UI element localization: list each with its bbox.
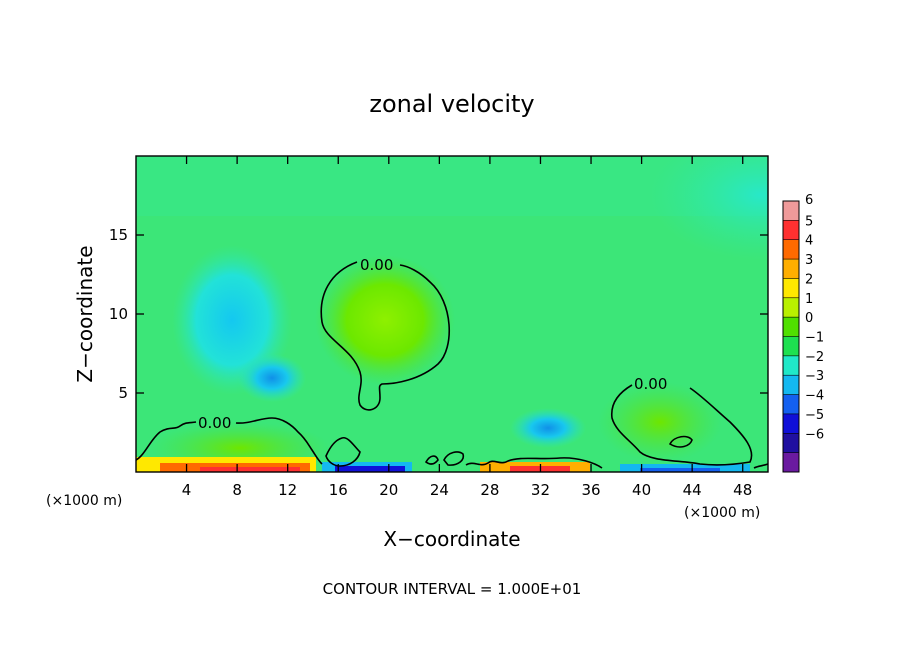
colorbar-swatch (783, 394, 799, 415)
colorbar-label: −3 (805, 369, 824, 384)
x-tick-label: 48 (733, 481, 752, 499)
colorbar-swatch (783, 452, 799, 473)
x-tick-label: 12 (278, 481, 297, 499)
x-tick-label: 24 (430, 481, 449, 499)
colorbar-label: 3 (805, 253, 813, 268)
colorbar-swatch (783, 259, 799, 279)
colorbar-label: 6 (805, 193, 813, 208)
contour-upper-cell (320, 261, 450, 411)
contour-small-blob (443, 451, 465, 466)
contour-label: 0.00 (360, 256, 393, 274)
colorbar-label: 0 (805, 311, 813, 326)
surface-negative-mid-core (335, 466, 405, 472)
x-tick-label: 36 (581, 481, 600, 499)
colorbar-swatch (783, 220, 799, 241)
colorbar-swatch (783, 413, 799, 434)
colorbar-label: 5 (805, 214, 813, 229)
surface-positive-left-peak (200, 467, 300, 472)
colorbar-swatch (783, 201, 799, 221)
x-tick-label: 8 (232, 481, 242, 499)
contour-small-blob (668, 435, 693, 448)
colorbar-swatch (783, 375, 799, 395)
contour-interval-footer: CONTOUR INTERVAL = 1.000E+01 (323, 580, 582, 598)
x-tick-label: 40 (632, 481, 651, 499)
x-axis-unit-right: (×1000 m) (684, 505, 760, 521)
contour-right-cell (610, 384, 753, 466)
y-tick-label: 15 (109, 226, 128, 244)
mid-negative-area (510, 408, 586, 448)
x-axis-ticks: 4 8 12 16 20 24 28 32 36 40 44 48 (182, 156, 752, 499)
x-tick-label: 28 (480, 481, 499, 499)
chart-title: zonal velocity (369, 90, 534, 118)
y-tick-label: 10 (109, 305, 128, 323)
y-axis-ticks: 5 10 15 (109, 226, 768, 402)
colorbar-label: −5 (805, 408, 824, 423)
contour-label: 0.00 (634, 375, 667, 393)
colorbar-swatch (783, 433, 799, 454)
top-right-negative-area (650, 156, 768, 260)
x-tick-label: 16 (329, 481, 348, 499)
y-axis-label: Z−coordinate (73, 245, 97, 382)
left-negative-core (238, 354, 306, 402)
x-axis-label: X−coordinate (383, 527, 520, 551)
contour-label: 0.00 (198, 414, 231, 432)
colorbar-swatch (783, 317, 799, 337)
colorbar-label: 1 (805, 292, 813, 307)
colorbar: 6 5 4 3 2 1 0 −1 −2 −3 −4 −5 −6 (782, 193, 824, 473)
right-positive-cell (598, 382, 722, 462)
colorbar-swatch (783, 336, 799, 357)
x-tick-label: 20 (379, 481, 398, 499)
surface-negative-right-core (640, 468, 720, 472)
colorbar-label: 4 (805, 234, 813, 249)
contour-surface-wave (753, 463, 769, 469)
contour-small-blob (325, 436, 361, 467)
contour-surface-wave (465, 457, 603, 469)
contour-lower-left (135, 417, 323, 465)
colorbar-swatch (783, 239, 799, 260)
colorbar-swatch (783, 355, 799, 376)
colorbar-label: 2 (805, 272, 813, 287)
field-fill (136, 156, 768, 472)
x-tick-label: 44 (683, 481, 702, 499)
contour-labels: 0.00 0.00 0.00 (198, 256, 667, 432)
colorbar-label: −4 (805, 389, 824, 404)
zero-contours (135, 261, 769, 469)
colorbar-label: −1 (805, 331, 824, 346)
x-tick-label: 4 (182, 481, 192, 499)
colorbar-label: −6 (805, 427, 824, 442)
colorbar-swatch (783, 278, 799, 299)
upper-positive-cell (315, 255, 455, 385)
colorbar-label: −2 (805, 350, 824, 365)
y-tick-label: 5 (118, 384, 128, 402)
x-axis-unit-left: (×1000 m) (46, 493, 122, 509)
x-tick-label: 32 (531, 481, 550, 499)
colorbar-swatch (783, 297, 799, 318)
contour-small-blob (424, 455, 439, 465)
